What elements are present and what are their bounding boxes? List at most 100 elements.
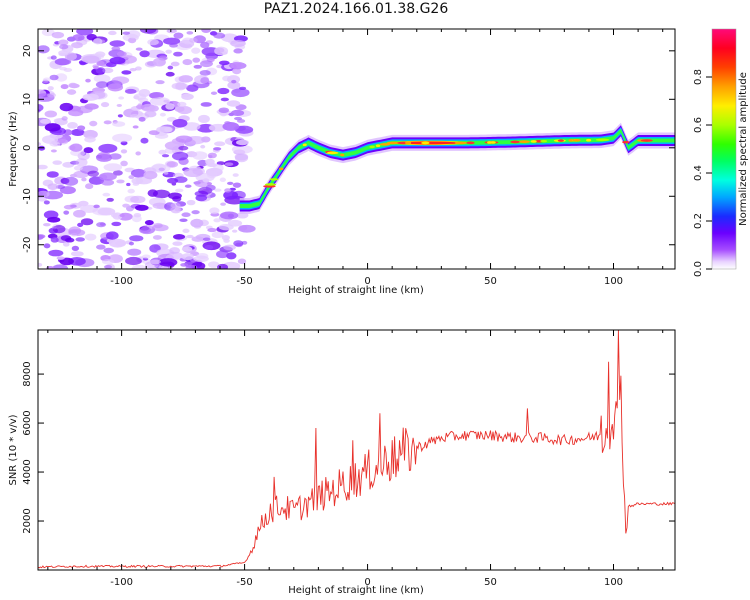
noise-blob <box>214 141 226 147</box>
snr-x-axis-label: Height of straight line (km) <box>288 585 424 596</box>
noise-blob <box>103 265 113 269</box>
noise-blob <box>180 263 189 267</box>
noise-blob <box>222 122 240 131</box>
ridge-hotspot <box>327 151 337 155</box>
noise-blob <box>182 59 193 66</box>
noise-blob <box>152 202 167 209</box>
noise-blob <box>227 219 243 227</box>
noise-blob <box>126 182 131 187</box>
noise-blob <box>213 147 222 151</box>
noise-blob <box>213 218 221 223</box>
noise-blob <box>68 226 82 236</box>
colorbar-tick-label: 0.2 <box>693 213 704 229</box>
noise-blob <box>38 234 44 240</box>
ridge-hotspot <box>269 178 279 181</box>
noise-blob <box>197 114 210 124</box>
noise-blob <box>131 264 148 269</box>
noise-blob <box>224 188 232 193</box>
noise-blob <box>152 235 162 240</box>
noise-blob <box>54 58 72 66</box>
noise-blob <box>63 106 70 110</box>
noise-blob <box>178 254 185 259</box>
noise-blob <box>148 130 160 136</box>
noise-blob <box>191 210 200 215</box>
noise-blob <box>231 79 237 84</box>
noise-blob <box>218 107 230 113</box>
noise-blob <box>178 145 189 151</box>
snr-line-layer <box>38 330 675 569</box>
noise-blob <box>93 65 99 70</box>
noise-blob <box>128 241 134 246</box>
noise-blob <box>193 64 202 69</box>
noise-blob <box>138 116 146 122</box>
noise-blob <box>64 52 77 61</box>
noise-blob <box>158 55 168 61</box>
noise-blob <box>125 256 142 266</box>
noise-blob <box>130 195 146 204</box>
noise-blob <box>214 188 222 192</box>
spectrogram-x-tick-label: -100 <box>110 276 133 287</box>
noise-blob <box>222 75 232 82</box>
noise-blob <box>60 84 69 90</box>
noise-blob <box>112 133 133 143</box>
noise-blob <box>61 116 68 121</box>
noise-blob <box>93 74 111 83</box>
noise-blob <box>52 264 69 269</box>
ridge-hotspot <box>369 145 375 149</box>
noise-region <box>38 29 256 269</box>
noise-blob <box>81 177 87 182</box>
noise-blob <box>105 62 117 68</box>
noise-blob <box>102 192 111 197</box>
noise-blob <box>136 104 145 110</box>
noise-blob <box>193 255 209 263</box>
noise-blob <box>68 82 78 88</box>
noise-blob <box>239 86 247 90</box>
noise-blob <box>213 32 226 39</box>
noise-blob <box>66 89 77 95</box>
noise-blob <box>128 37 137 44</box>
ridge-hotspot <box>421 141 430 145</box>
noise-blob <box>55 73 68 82</box>
noise-blob <box>139 29 157 34</box>
noise-blob <box>76 29 94 36</box>
noise-blob <box>144 220 154 226</box>
noise-blob <box>86 33 97 41</box>
ridge-hotspot <box>622 140 630 144</box>
noise-blob <box>217 263 229 269</box>
noise-blob <box>38 164 48 170</box>
noise-blob <box>89 120 98 127</box>
noise-blob <box>199 70 211 76</box>
spectrogram-x-tick-label: -50 <box>236 276 252 287</box>
noise-blob <box>163 171 169 175</box>
noise-blob <box>59 44 69 50</box>
noise-blob <box>111 76 130 85</box>
noise-blob <box>38 45 50 54</box>
noise-blob <box>84 136 96 143</box>
noise-blob <box>38 104 44 112</box>
noise-blob <box>139 50 150 58</box>
noise-blob <box>191 236 205 242</box>
noise-blob <box>93 204 100 209</box>
snr-axes: -100 -50 0 50 100 2000 4000 6000 8000 <box>22 330 675 588</box>
noise-blob <box>127 188 135 194</box>
noise-blob <box>227 181 234 186</box>
spectrogram-x-tick-label: 50 <box>484 276 497 287</box>
noise-blob <box>238 225 248 231</box>
noise-blob <box>47 86 54 91</box>
figure-title: PAZ1.2024.166.01.38.G26 <box>263 1 449 17</box>
noise-blob <box>209 207 220 215</box>
noise-blob <box>132 125 139 129</box>
noise-blob <box>38 142 42 146</box>
noise-blob <box>96 244 106 250</box>
noise-blob <box>96 153 113 162</box>
ridge-hotspot <box>530 140 537 143</box>
noise-blob <box>116 51 127 57</box>
noise-blob <box>172 118 188 128</box>
noise-blob <box>38 262 43 267</box>
noise-blob <box>73 209 86 218</box>
noise-blob <box>174 106 185 113</box>
noise-blob <box>173 234 186 240</box>
noise-blob <box>214 47 225 53</box>
